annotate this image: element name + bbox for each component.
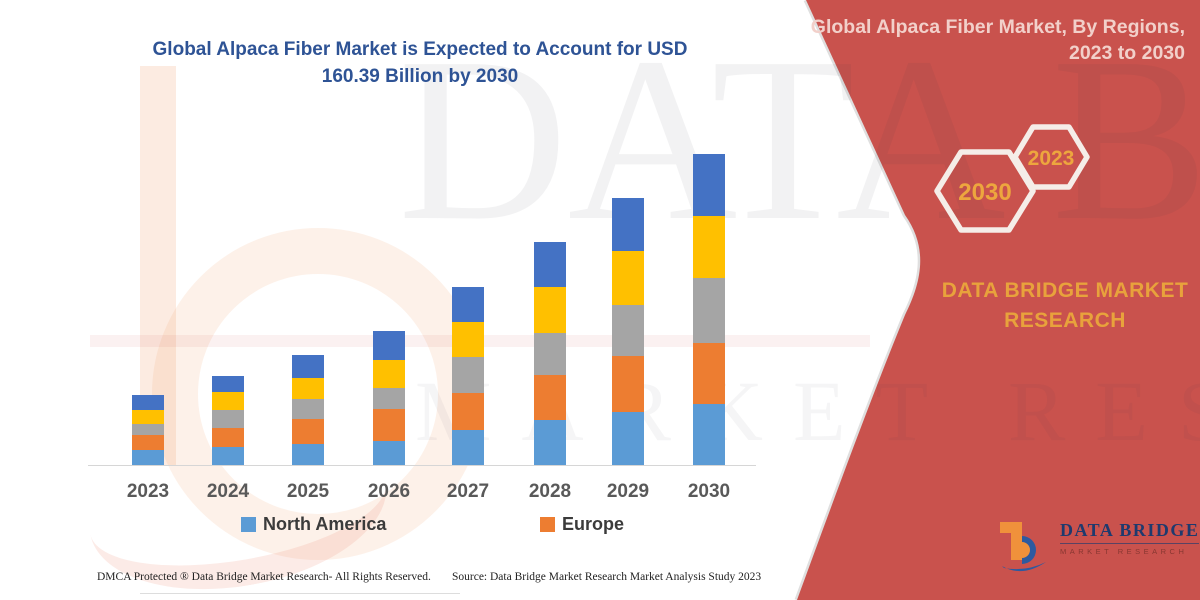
x-axis-label-2026: 2026 <box>367 481 411 502</box>
hexagon-2023 <box>1012 124 1090 190</box>
bar-2028 <box>534 241 566 466</box>
bar-2027-segment-unlabeled-dark-blue <box>452 286 484 323</box>
bar-2023-segment-unlabeled-yellow <box>132 410 164 424</box>
legend-swatch-europe <box>540 517 555 532</box>
bar-2030-segment-north-america <box>693 403 725 466</box>
bar-2023 <box>132 395 164 466</box>
chart-title: Global Alpaca Fiber Market is Expected t… <box>100 36 740 90</box>
bar-2026-segment-unlabeled-dark-blue <box>373 331 405 360</box>
bar-2030-segment-unlabeled-yellow <box>693 216 725 279</box>
bar-2024-segment-unlabeled-yellow <box>212 392 244 410</box>
hexagon-2030-label: 2030 <box>958 179 1011 206</box>
x-axis-label-2024: 2024 <box>206 481 250 502</box>
bar-2025-segment-unlabeled-dark-blue <box>292 354 324 378</box>
bar-2025-segment-unlabeled-yellow <box>292 377 324 399</box>
logo-subtitle: MARKET RESEARCH <box>1060 547 1188 556</box>
bar-2029-segment-north-america <box>612 412 644 466</box>
chart-title-line1: Global Alpaca Fiber Market is Expected t… <box>152 39 688 60</box>
legend-label-europe: Europe <box>562 514 625 534</box>
brand-text-line1: DATA BRIDGE MARKET <box>941 279 1189 302</box>
bar-2030-segment-unlabeled-dark-blue <box>693 154 725 217</box>
bar-2023-segment-europe <box>132 435 164 451</box>
legend-label-north-america: North America <box>263 514 387 534</box>
bar-2026 <box>373 331 405 466</box>
bar-2027-segment-europe <box>452 392 484 431</box>
bar-2027-segment-unlabeled-gray <box>452 357 484 393</box>
bar-2028-segment-north-america <box>534 420 566 466</box>
hexagon-2030 <box>934 149 1036 233</box>
databridge-logo-text: DATA BRIDGE MARKET RESEARCH <box>1060 520 1200 556</box>
bar-2027-segment-north-america <box>452 430 484 466</box>
bar-2028-segment-unlabeled-dark-blue <box>534 241 566 287</box>
bar-2028-segment-unlabeled-gray <box>534 332 566 376</box>
footer-copyright: DMCA Protected ® Data Bridge Market Rese… <box>97 571 431 583</box>
footer-source: Source: Data Bridge Market Research Mark… <box>452 571 762 583</box>
bar-2024-segment-unlabeled-gray <box>212 409 244 428</box>
legend-item-north-america: North America <box>241 514 386 535</box>
bar-2029-segment-unlabeled-gray <box>612 305 644 357</box>
bar-2030 <box>693 154 725 466</box>
brand-text-line2: RESEARCH <box>1004 309 1126 332</box>
x-axis-label-2028: 2028 <box>528 481 572 502</box>
x-axis-label-2023: 2023 <box>126 481 170 502</box>
databridge-logo: DATA BRIDGE MARKET RESEARCH <box>998 520 1200 578</box>
bar-2024-segment-europe <box>212 427 244 447</box>
x-axis-label-2030: 2030 <box>687 481 731 502</box>
bar-2026-segment-unlabeled-yellow <box>373 359 405 388</box>
bar-2025-segment-europe <box>292 418 324 444</box>
footer-rule <box>140 593 460 594</box>
bar-2029-segment-unlabeled-yellow <box>612 251 644 306</box>
bar-2030-segment-europe <box>693 343 725 404</box>
bar-2024-segment-north-america <box>212 446 244 466</box>
bar-2023-segment-unlabeled-dark-blue <box>132 395 164 411</box>
bar-2023-segment-unlabeled-gray <box>132 423 164 436</box>
legend-item-europe: Europe <box>540 514 624 535</box>
databridge-logo-icon <box>1000 522 1046 572</box>
side-panel-title-line2: 2023 to 2030 <box>1068 42 1185 64</box>
bar-2029-segment-unlabeled-dark-blue <box>612 197 644 252</box>
bar-2027 <box>452 286 484 466</box>
x-axis-line <box>88 465 756 466</box>
hexagon-2023-label: 2023 <box>1028 147 1075 170</box>
bar-2024 <box>212 375 244 466</box>
bar-2030-segment-unlabeled-gray <box>693 278 725 344</box>
chart-title-line2: 160.39 Billion by 2030 <box>321 66 519 87</box>
bar-2029 <box>612 197 644 466</box>
side-panel-title-line1: Global Alpaca Fiber Market, By Regions, <box>810 16 1185 38</box>
bar-2026-segment-north-america <box>373 441 405 466</box>
bar-2028-segment-europe <box>534 375 566 421</box>
x-axis-label-2029: 2029 <box>606 481 650 502</box>
bar-2025-segment-unlabeled-gray <box>292 398 324 419</box>
bar-2024-segment-unlabeled-dark-blue <box>212 375 244 393</box>
bar-2025-segment-north-america <box>292 443 324 466</box>
x-axis-label-2027: 2027 <box>446 481 490 502</box>
x-axis-label-2025: 2025 <box>286 481 330 502</box>
bar-2025 <box>292 354 324 466</box>
bar-2027-segment-unlabeled-yellow <box>452 322 484 358</box>
bar-2023-segment-north-america <box>132 450 164 466</box>
side-panel-brand-text: DATA BRIDGE MARKET RESEARCH <box>920 276 1200 336</box>
side-panel-red-shape <box>797 0 1200 600</box>
bar-2026-segment-europe <box>373 408 405 442</box>
bar-2026-segment-unlabeled-gray <box>373 387 405 409</box>
side-panel-title: Global Alpaca Fiber Market, By Regions, … <box>785 14 1185 66</box>
logo-name: DATA BRIDGE <box>1060 520 1200 544</box>
legend-swatch-north-america <box>241 517 256 532</box>
bar-2029-segment-europe <box>612 356 644 412</box>
bar-2028-segment-unlabeled-yellow <box>534 286 566 333</box>
